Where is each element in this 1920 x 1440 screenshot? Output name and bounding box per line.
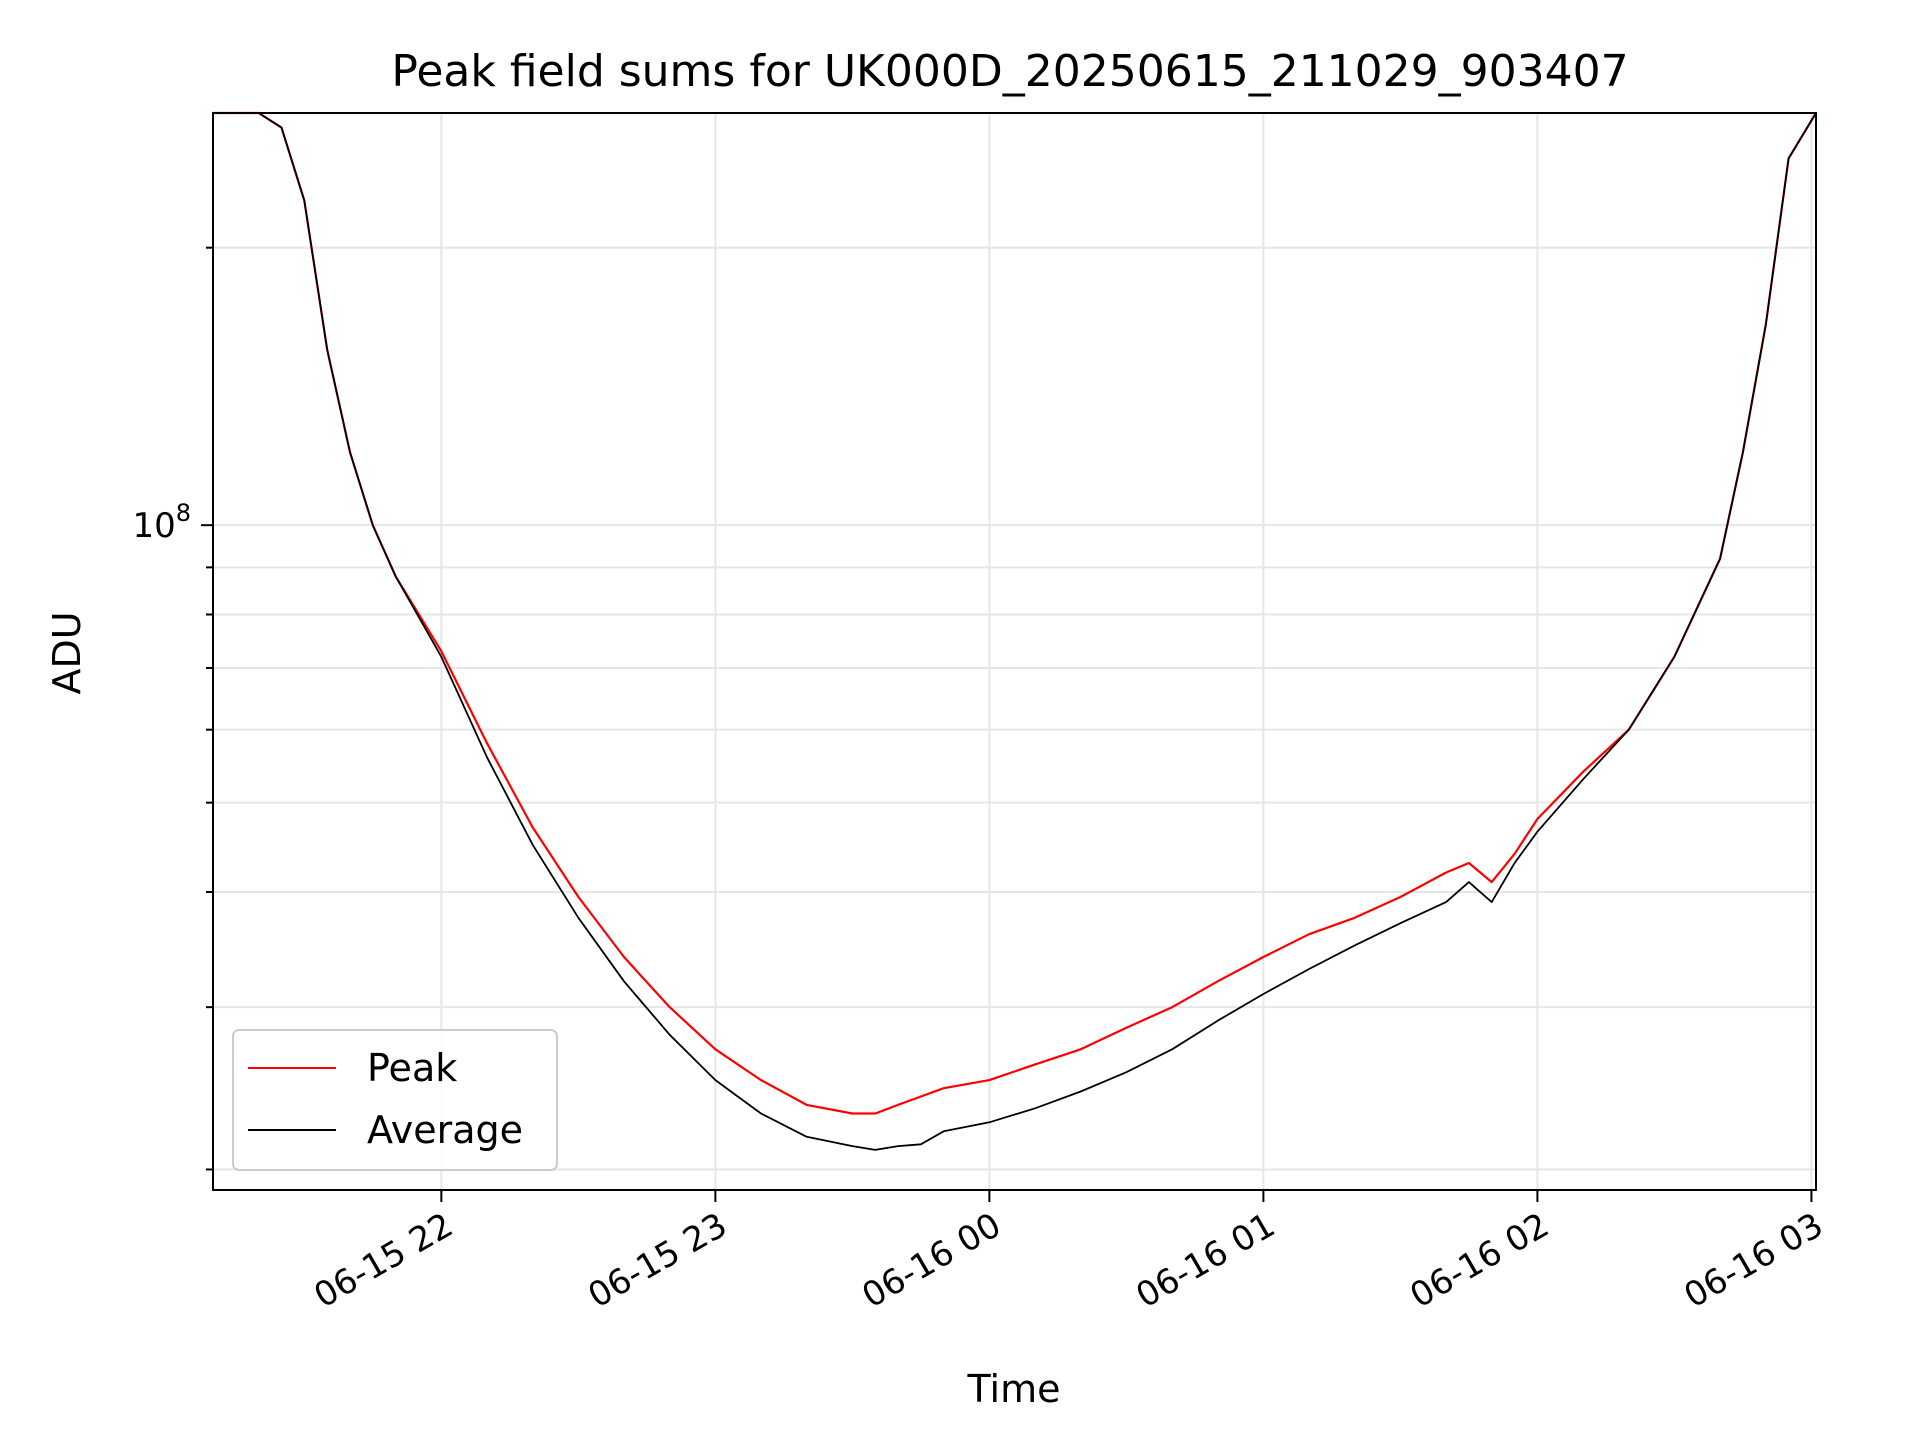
series-line-peak	[213, 111, 1817, 1115]
grid-lines	[213, 113, 1816, 1190]
chart-title: Peak field sums for UK000D_20250615_2110…	[391, 46, 1628, 97]
x-axis-ticks: 06-15 22 06-15 23 06-16 00 06-16 01 06-16 02…	[307, 1190, 1830, 1316]
y-axis-ticks: 108	[132, 246, 213, 1171]
legend: Peak Average	[232, 1029, 558, 1171]
x-axis-label: Time	[967, 1367, 1061, 1411]
legend-label-average: Average	[367, 1108, 523, 1152]
x-tick-label: 06-16 03	[1678, 1205, 1830, 1316]
y-tick-label: 108	[132, 499, 191, 546]
x-tick-label: 06-15 22	[307, 1205, 459, 1316]
x-tick-label: 06-16 01	[1130, 1205, 1282, 1316]
plot-frame	[212, 112, 1817, 1191]
series-lines	[213, 111, 1817, 1151]
series-line-average	[213, 112, 1817, 1151]
legend-box	[232, 1029, 558, 1171]
legend-label-peak: Peak	[367, 1046, 457, 1090]
x-tick-label: 06-16 02	[1404, 1205, 1556, 1316]
y-axis-label: ADU	[45, 611, 89, 694]
x-tick-label: 06-15 23	[581, 1205, 733, 1316]
x-tick-label: 06-16 00	[855, 1205, 1007, 1316]
